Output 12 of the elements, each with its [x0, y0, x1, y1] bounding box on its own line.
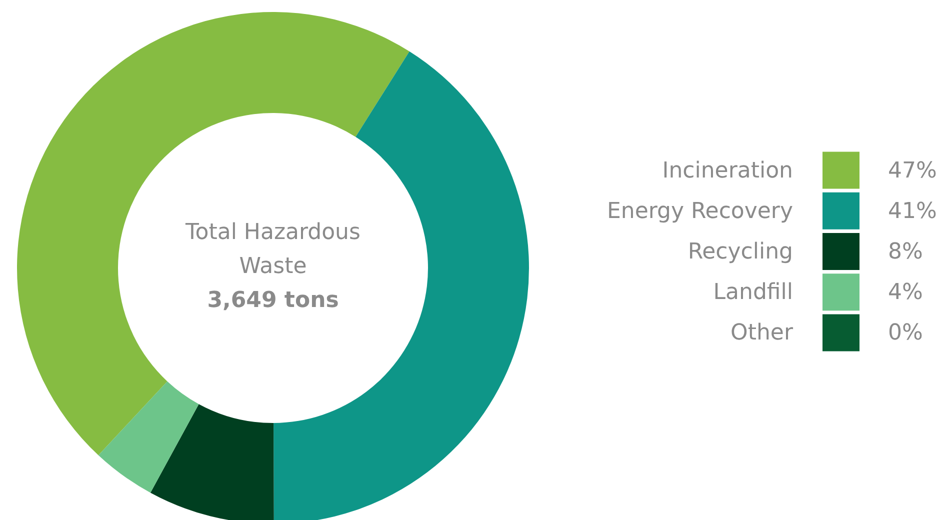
legend-label: Recycling — [688, 240, 793, 264]
legend-label: Energy Recovery — [606, 198, 793, 224]
data-label: 47% — [888, 158, 937, 184]
legend-label: Other — [730, 320, 794, 346]
data-label: 41% — [888, 198, 937, 224]
data-label: 4% — [888, 280, 923, 306]
legend-label: Landfill — [713, 280, 793, 306]
text: Total Hazardous Waste — [184, 220, 360, 279]
legend-label: Incineration — [662, 158, 793, 184]
data-label: 8% — [888, 240, 923, 264]
text: 0% — [888, 320, 923, 346]
text: 3,649 tons — [207, 288, 339, 313]
